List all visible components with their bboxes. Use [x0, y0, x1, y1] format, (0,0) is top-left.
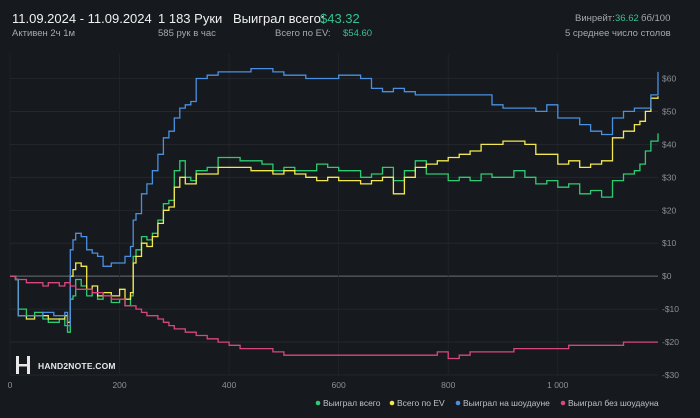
active-time: Активен 2ч 1м	[12, 28, 76, 39]
legend-swatch	[315, 400, 321, 406]
tables-count: 5 среднее число столов	[565, 28, 671, 39]
y-tick-label: $30	[662, 172, 676, 182]
won-total-value: $43.32	[320, 11, 360, 26]
won-total-label: Выиграл всего:	[233, 11, 325, 26]
legend-label: Выиграл без шоудауна	[568, 398, 659, 408]
winrate-unit: бб/100	[641, 13, 671, 24]
series-line	[10, 275, 658, 360]
x-tick-label: 200	[112, 380, 126, 390]
y-axis: $60 $50 $40 $30 $20 $10 $0 -$10 -$20 -$30	[662, 73, 679, 380]
legend-label: Выиграл на шоудауне	[463, 398, 550, 408]
y-tick-label: -$10	[662, 304, 679, 314]
x-tick-label: 800	[441, 380, 455, 390]
ev-total-label: Всего по EV:	[275, 28, 331, 39]
y-tick-label: $50	[662, 106, 676, 116]
y-tick-label: $60	[662, 73, 676, 83]
legend-label: Выиграл всего	[323, 398, 381, 408]
legend: Выиграл всего Всего по EV Выиграл на шоуда…	[315, 398, 659, 408]
legend-swatch	[389, 400, 395, 406]
x-tick-label: 600	[332, 380, 346, 390]
legend-swatch	[560, 400, 566, 406]
y-tick-label: $10	[662, 238, 676, 248]
x-axis: 0 200 400 600 800 1 000	[8, 380, 569, 390]
y-tick-label: $0	[662, 271, 672, 281]
series-line	[10, 133, 659, 333]
hands-per-hour: 585 рук в час	[158, 28, 216, 39]
logo-text: HAND2NOTE.COM	[38, 361, 116, 371]
y-tick-label: -$30	[662, 370, 679, 380]
x-tick-label: 1 000	[547, 380, 569, 390]
logo-icon	[16, 356, 30, 374]
winrate-label: Винрейт:	[575, 13, 615, 24]
legend-label: Всего по EV	[397, 398, 445, 408]
date-range: 11.09.2024 - 11.09.2024	[12, 11, 152, 26]
grid	[9, 54, 658, 376]
chart-header: 11.09.2024 - 11.09.2024 Активен 2ч 1м 1 …	[0, 0, 700, 44]
y-tick-label: $40	[662, 139, 676, 149]
x-tick-label: 400	[222, 380, 236, 390]
winrate-value: 36.62	[615, 13, 639, 24]
series-lines	[10, 67, 659, 360]
ev-total-value: $54.60	[343, 28, 373, 39]
hands-count: 1 183 Руки	[158, 11, 223, 26]
series-line	[10, 67, 659, 327]
x-tick-label: 0	[8, 380, 13, 390]
hand2note-logo: HAND2NOTE.COM	[16, 356, 116, 374]
y-tick-label: -$20	[662, 337, 679, 347]
y-tick-label: $20	[662, 205, 676, 215]
legend-swatch	[455, 400, 461, 406]
series-line	[10, 96, 659, 323]
